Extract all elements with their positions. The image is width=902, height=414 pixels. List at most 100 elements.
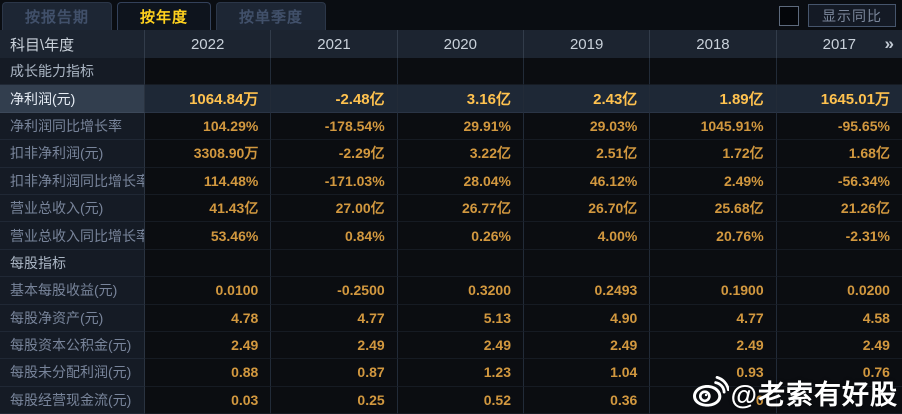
tab-by-single-quarter[interactable]: 按单季度 <box>216 2 327 30</box>
show-yoy-label[interactable]: 显示同比 <box>808 4 896 27</box>
table-row[interactable]: 每股未分配利润(元) 0.88 0.87 1.23 1.04 0.93 0.76 <box>0 359 902 387</box>
value-cell: 2.43亿 <box>523 85 651 113</box>
value-cell: 1.23 <box>397 359 524 387</box>
value-cell: 2.49 <box>145 331 272 360</box>
value-cell: 2.49 <box>523 331 651 360</box>
value-cell: 0.03 <box>145 386 272 414</box>
value-cell: -95.65% <box>776 112 902 141</box>
value-cell: 4.90 <box>523 304 651 332</box>
tab-by-year[interactable]: 按年度 <box>117 2 212 30</box>
table-row[interactable]: 净利润(元) 1064.84万 -2.48亿 3.16亿 2.43亿 1.89亿 1645.… <box>0 85 902 113</box>
value-cell <box>145 58 272 86</box>
row-label: 每股经营现金流(元) <box>0 386 145 414</box>
table-row[interactable]: 扣非净利润同比增长率 114.48% -171.03% 28.04% 46.12% 2.4… <box>0 167 902 195</box>
value-cell: 0.3200 <box>397 277 524 305</box>
corner-header-cell: 科目\年度 <box>0 30 145 58</box>
row-label: 净利润(元) <box>0 85 145 113</box>
value-cell: 29.91% <box>397 112 524 141</box>
value-cell: 2.49 <box>271 331 398 360</box>
row-label: 每股净资产(元) <box>0 304 145 332</box>
value-cell: 2.49 <box>650 331 777 360</box>
row-label: 营业总收入同比增长率 <box>0 222 145 250</box>
tab-by-report-period[interactable]: 按报告期 <box>2 2 113 30</box>
row-label: 基本每股收益(元) <box>0 277 145 305</box>
show-yoy-checkbox[interactable] <box>779 5 799 26</box>
value-cell: -2.31% <box>776 222 902 250</box>
value-cell <box>397 249 524 278</box>
value-cell: 25.68亿 <box>650 194 777 223</box>
table-row[interactable]: 扣非净利润(元) 3308.90万 -2.29亿 3.22亿 2.51亿 1.72亿 1.6… <box>0 140 902 168</box>
value-cell: 0.25 <box>271 386 398 414</box>
year-label: 2018 <box>696 35 730 53</box>
row-label: 每股未分配利润(元) <box>0 359 145 387</box>
value-cell <box>523 249 651 278</box>
value-cell: 2.51亿 <box>523 140 651 168</box>
value-cell: -2.48亿 <box>271 85 398 113</box>
value-cell: 0.1900 <box>650 277 777 305</box>
table-row[interactable]: 每股净资产(元) 4.78 4.77 5.13 4.90 4.77 4.58 <box>0 304 902 332</box>
table-row[interactable]: 每股经营现金流(元) 0.03 0.25 0.52 0.36 0 <box>0 386 902 414</box>
value-cell: 1.68亿 <box>776 140 902 168</box>
value-cell <box>145 249 272 278</box>
value-cell: 4.78 <box>145 304 272 332</box>
row-label: 每股指标 <box>0 249 145 278</box>
value-cell: 0.0200 <box>776 277 902 305</box>
value-cell: 0.93 <box>650 359 777 387</box>
value-cell: 28.04% <box>397 167 524 195</box>
value-cell: 41.43亿 <box>145 194 272 223</box>
value-cell: 3308.90万 <box>145 140 272 168</box>
value-cell <box>776 386 902 414</box>
section-header-row[interactable]: 成长能力指标 <box>0 58 902 86</box>
value-cell: 0.84% <box>271 222 398 250</box>
table-row[interactable]: 每股资本公积金(元) 2.49 2.49 2.49 2.49 2.49 2.49 <box>0 331 902 360</box>
value-cell: 46.12% <box>523 167 651 195</box>
year-column-header: 2019 <box>524 30 651 58</box>
row-label: 每股资本公积金(元) <box>0 331 145 360</box>
value-cell: 0 <box>650 386 777 414</box>
more-years-icon[interactable]: » <box>884 34 894 53</box>
value-cell: 0.88 <box>145 359 272 387</box>
year-label: 2022 <box>190 35 225 53</box>
value-cell: 1.72亿 <box>650 140 777 168</box>
table-row[interactable]: 基本每股收益(元) 0.0100 -0.2500 0.3200 0.2493 0.1900… <box>0 277 902 305</box>
value-cell: 4.00% <box>523 222 651 250</box>
year-column-header: 2018 <box>650 30 777 58</box>
value-cell: 53.46% <box>145 222 272 250</box>
section-header-row[interactable]: 每股指标 <box>0 249 902 278</box>
value-cell: 0.36 <box>523 386 651 414</box>
value-cell: 27.00亿 <box>271 194 398 223</box>
year-label: 2017 <box>822 35 856 53</box>
value-cell: 4.77 <box>271 304 398 332</box>
value-cell <box>650 249 777 278</box>
year-label: 2019 <box>569 35 604 53</box>
value-cell: 3.16亿 <box>397 85 524 113</box>
year-label: 2021 <box>317 35 351 53</box>
value-cell: 0.76 <box>776 359 902 387</box>
value-cell: 0.0100 <box>145 277 272 305</box>
value-cell: 0.26% <box>397 222 524 250</box>
value-cell: -0.2500 <box>271 277 398 305</box>
year-label: 2020 <box>443 35 477 53</box>
value-cell: 114.48% <box>145 167 272 195</box>
value-cell: 104.29% <box>145 112 272 141</box>
table-row[interactable]: 净利润同比增长率 104.29% -178.54% 29.91% 29.03% 1045.… <box>0 112 902 141</box>
row-label: 扣非净利润(元) <box>0 140 145 168</box>
value-cell: -2.29亿 <box>271 140 398 168</box>
year-column-header: 2020 <box>398 30 524 58</box>
value-cell <box>776 58 902 86</box>
value-cell <box>271 58 398 86</box>
table-row[interactable]: 营业总收入(元) 41.43亿 27.00亿 26.77亿 26.70亿 25.68亿 21… <box>0 194 902 223</box>
row-label: 成长能力指标 <box>0 58 145 86</box>
value-cell <box>650 58 777 86</box>
table-header-row: 科目\年度 2022 2021 2020 2019 2018 2017 » <box>0 30 902 58</box>
value-cell <box>271 249 398 278</box>
value-cell: -171.03% <box>271 167 398 195</box>
year-column-header: 2017 » <box>777 30 902 58</box>
value-cell: 1.89亿 <box>650 85 777 113</box>
row-label: 营业总收入(元) <box>0 194 145 223</box>
table-row[interactable]: 营业总收入同比增长率 53.46% 0.84% 0.26% 4.00% 20.76% -2.… <box>0 222 902 250</box>
value-cell: 3.22亿 <box>397 140 524 168</box>
value-cell <box>397 58 524 86</box>
value-cell: -178.54% <box>271 112 398 141</box>
value-cell: 4.58 <box>776 304 902 332</box>
